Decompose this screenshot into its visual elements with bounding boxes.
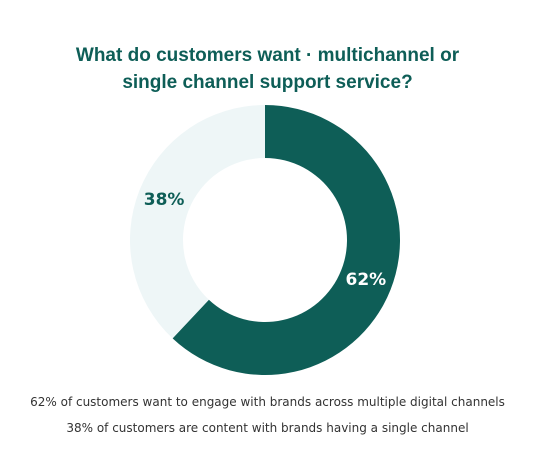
note: 38% of customers are content with brands… <box>66 421 469 435</box>
data-label: 62% <box>346 270 387 290</box>
chart-title: What do customers want · multichannel or… <box>75 45 460 93</box>
donut-slice <box>172 105 400 376</box>
donut-slice <box>130 105 265 339</box>
note: 62% of customers want to engage with bra… <box>30 395 505 409</box>
data-label: 38% <box>144 190 185 210</box>
